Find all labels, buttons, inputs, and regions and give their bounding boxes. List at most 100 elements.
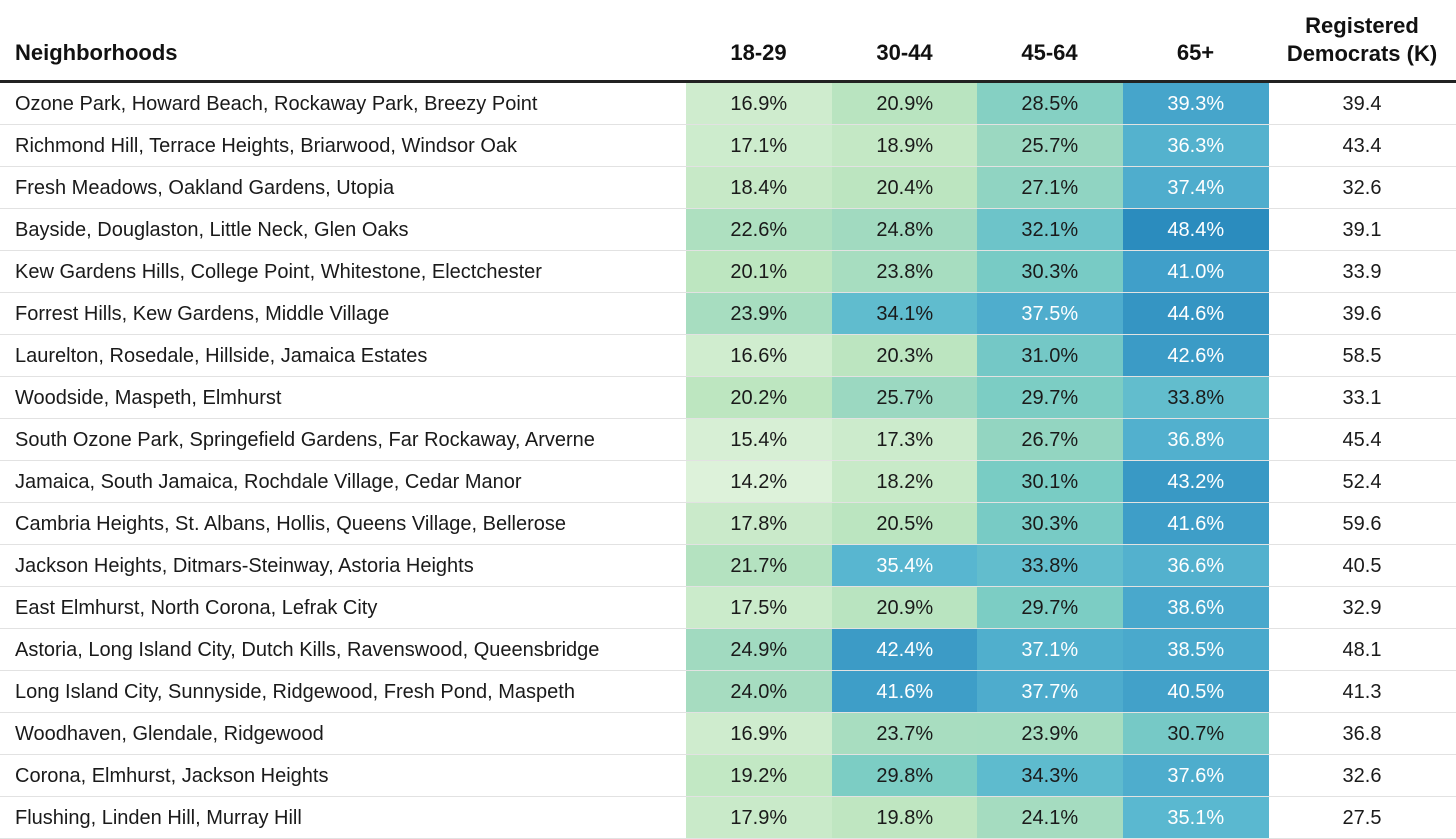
heatmap-cell-45-64: 30.3%	[977, 503, 1123, 545]
header-registered-democrats: Registered Democrats (K)	[1286, 13, 1438, 66]
heatmap-cell-30-44: 20.9%	[832, 83, 978, 125]
heatmap-cell-18-29: 17.9%	[686, 797, 832, 839]
heatmap-cell-45-64: 25.7%	[977, 125, 1123, 167]
heatmap-cell-18-29: 18.4%	[686, 167, 832, 209]
row-divider	[0, 166, 1456, 167]
table-row: Flushing, Linden Hill, Murray Hill 17.9% 1…	[0, 797, 1456, 839]
table-row: Bayside, Douglaston, Little Neck, Glen O…	[0, 209, 1456, 251]
row-divider	[0, 250, 1456, 251]
heatmap-cell-30-44: 20.4%	[832, 167, 978, 209]
heatmap-cell-18-29: 20.2%	[686, 377, 832, 419]
registered-democrats-value: 32.6	[1342, 765, 1382, 787]
heatmap-cell-45-64: 34.3%	[977, 755, 1123, 797]
heatmap-cell-65-plus: 38.5%	[1123, 629, 1269, 671]
header-18-29: 18-29	[730, 40, 787, 65]
table-row: Kew Gardens Hills, College Point, Whites…	[0, 251, 1456, 293]
row-divider	[0, 754, 1456, 755]
header-65-plus: 65+	[1176, 40, 1215, 65]
neighborhood-name: Bayside, Douglaston, Little Neck, Glen O…	[15, 219, 409, 241]
heatmap-cell-65-plus: 41.0%	[1123, 251, 1269, 293]
heatmap-cell-18-29: 24.0%	[686, 671, 832, 713]
heatmap-cell-45-64: 33.8%	[977, 545, 1123, 587]
neighborhood-name: Long Island City, Sunnyside, Ridgewood, …	[15, 681, 575, 703]
registered-democrats-value: 39.1	[1342, 219, 1382, 241]
heatmap-cell-65-plus: 30.7%	[1123, 713, 1269, 755]
registered-democrats-value: 33.1	[1342, 387, 1382, 409]
heatmap-cell-18-29: 20.1%	[686, 251, 832, 293]
heatmap-cell-18-29: 24.9%	[686, 629, 832, 671]
table-row: Cambria Heights, St. Albans, Hollis, Que…	[0, 503, 1456, 545]
heatmap-cell-30-44: 25.7%	[832, 377, 978, 419]
neighborhood-name: Fresh Meadows, Oakland Gardens, Utopia	[15, 177, 395, 199]
heatmap-cell-65-plus: 44.6%	[1123, 293, 1269, 335]
heatmap-cell-45-64: 32.1%	[977, 209, 1123, 251]
row-divider	[0, 376, 1456, 377]
neighborhood-name: Corona, Elmhurst, Jackson Heights	[15, 765, 329, 787]
row-divider	[0, 460, 1456, 461]
heatmap-cell-18-29: 17.1%	[686, 125, 832, 167]
neighborhood-name: Woodhaven, Glendale, Ridgewood	[15, 723, 324, 745]
registered-democrats-value: 27.5	[1342, 807, 1382, 829]
registered-democrats-value: 39.6	[1342, 303, 1382, 325]
row-divider	[0, 670, 1456, 671]
heatmap-cell-65-plus: 36.6%	[1123, 545, 1269, 587]
heatmap-cell-18-29: 14.2%	[686, 461, 832, 503]
heatmap-cell-45-64: 30.1%	[977, 461, 1123, 503]
heatmap-cell-18-29: 23.9%	[686, 293, 832, 335]
neighborhood-name: South Ozone Park, Springefield Gardens, …	[15, 429, 595, 451]
neighborhood-name: Woodside, Maspeth, Elmhurst	[15, 387, 282, 409]
heatmap-cell-30-44: 20.3%	[832, 335, 978, 377]
table-row: South Ozone Park, Springefield Gardens, …	[0, 419, 1456, 461]
registered-democrats-value: 36.8	[1342, 723, 1382, 745]
neighborhood-name: Forrest Hills, Kew Gardens, Middle Villa…	[15, 303, 390, 325]
heatmap-cell-30-44: 24.8%	[832, 209, 978, 251]
heatmap-cell-65-plus: 37.4%	[1123, 167, 1269, 209]
row-divider	[0, 712, 1456, 713]
table-row: Ozone Park, Howard Beach, Rockaway Park,…	[0, 83, 1456, 125]
registered-democrats-value: 41.3	[1342, 681, 1382, 703]
row-divider	[0, 208, 1456, 209]
row-divider	[0, 292, 1456, 293]
heatmap-cell-30-44: 23.8%	[832, 251, 978, 293]
heatmap-cell-45-64: 29.7%	[977, 587, 1123, 629]
heatmap-cell-18-29: 15.4%	[686, 419, 832, 461]
heatmap-cell-18-29: 22.6%	[686, 209, 832, 251]
neighborhood-name: Laurelton, Rosedale, Hillside, Jamaica E…	[15, 345, 428, 367]
registered-democrats-value: 32.6	[1342, 177, 1382, 199]
table-row: Corona, Elmhurst, Jackson Heights 19.2% 29…	[0, 755, 1456, 797]
heatmap-cell-45-64: 28.5%	[977, 83, 1123, 125]
heatmap-cell-18-29: 16.9%	[686, 713, 832, 755]
row-divider	[0, 796, 1456, 797]
registered-democrats-value: 58.5	[1342, 345, 1382, 367]
heatmap-cell-65-plus: 41.6%	[1123, 503, 1269, 545]
heatmap-cell-30-44: 18.9%	[832, 125, 978, 167]
heatmap-cell-18-29: 17.8%	[686, 503, 832, 545]
neighborhood-name: Flushing, Linden Hill, Murray Hill	[15, 807, 302, 829]
neighborhood-name: Ozone Park, Howard Beach, Rockaway Park,…	[15, 93, 538, 115]
row-divider	[0, 124, 1456, 125]
heatmap-cell-65-plus: 40.5%	[1123, 671, 1269, 713]
registered-democrats-value: 52.4	[1342, 471, 1382, 493]
heatmap-cell-45-64: 31.0%	[977, 335, 1123, 377]
heatmap-cell-45-64: 23.9%	[977, 713, 1123, 755]
header-neighborhoods: Neighborhoods	[15, 40, 178, 65]
heatmap-cell-30-44: 41.6%	[832, 671, 978, 713]
heatmap-cell-18-29: 16.6%	[686, 335, 832, 377]
heatmap-cell-30-44: 29.8%	[832, 755, 978, 797]
heatmap-cell-45-64: 37.7%	[977, 671, 1123, 713]
heatmap-cell-30-44: 19.8%	[832, 797, 978, 839]
heatmap-cell-65-plus: 36.3%	[1123, 125, 1269, 167]
heatmap-cell-30-44: 20.9%	[832, 587, 978, 629]
registered-democrats-value: 39.4	[1342, 93, 1382, 115]
heatmap-cell-30-44: 42.4%	[832, 629, 978, 671]
table-row: Fresh Meadows, Oakland Gardens, Utopia 18…	[0, 167, 1456, 209]
heatmap-cell-30-44: 23.7%	[832, 713, 978, 755]
registered-democrats-value: 48.1	[1342, 639, 1382, 661]
heatmap-cell-18-29: 16.9%	[686, 83, 832, 125]
heatmap-cell-65-plus: 33.8%	[1123, 377, 1269, 419]
table-row: Woodhaven, Glendale, Ridgewood 16.9% 23.7%…	[0, 713, 1456, 755]
heatmap-cell-65-plus: 36.8%	[1123, 419, 1269, 461]
registered-democrats-value: 32.9	[1342, 597, 1382, 619]
heatmap-cell-30-44: 35.4%	[832, 545, 978, 587]
heatmap-cell-45-64: 29.7%	[977, 377, 1123, 419]
